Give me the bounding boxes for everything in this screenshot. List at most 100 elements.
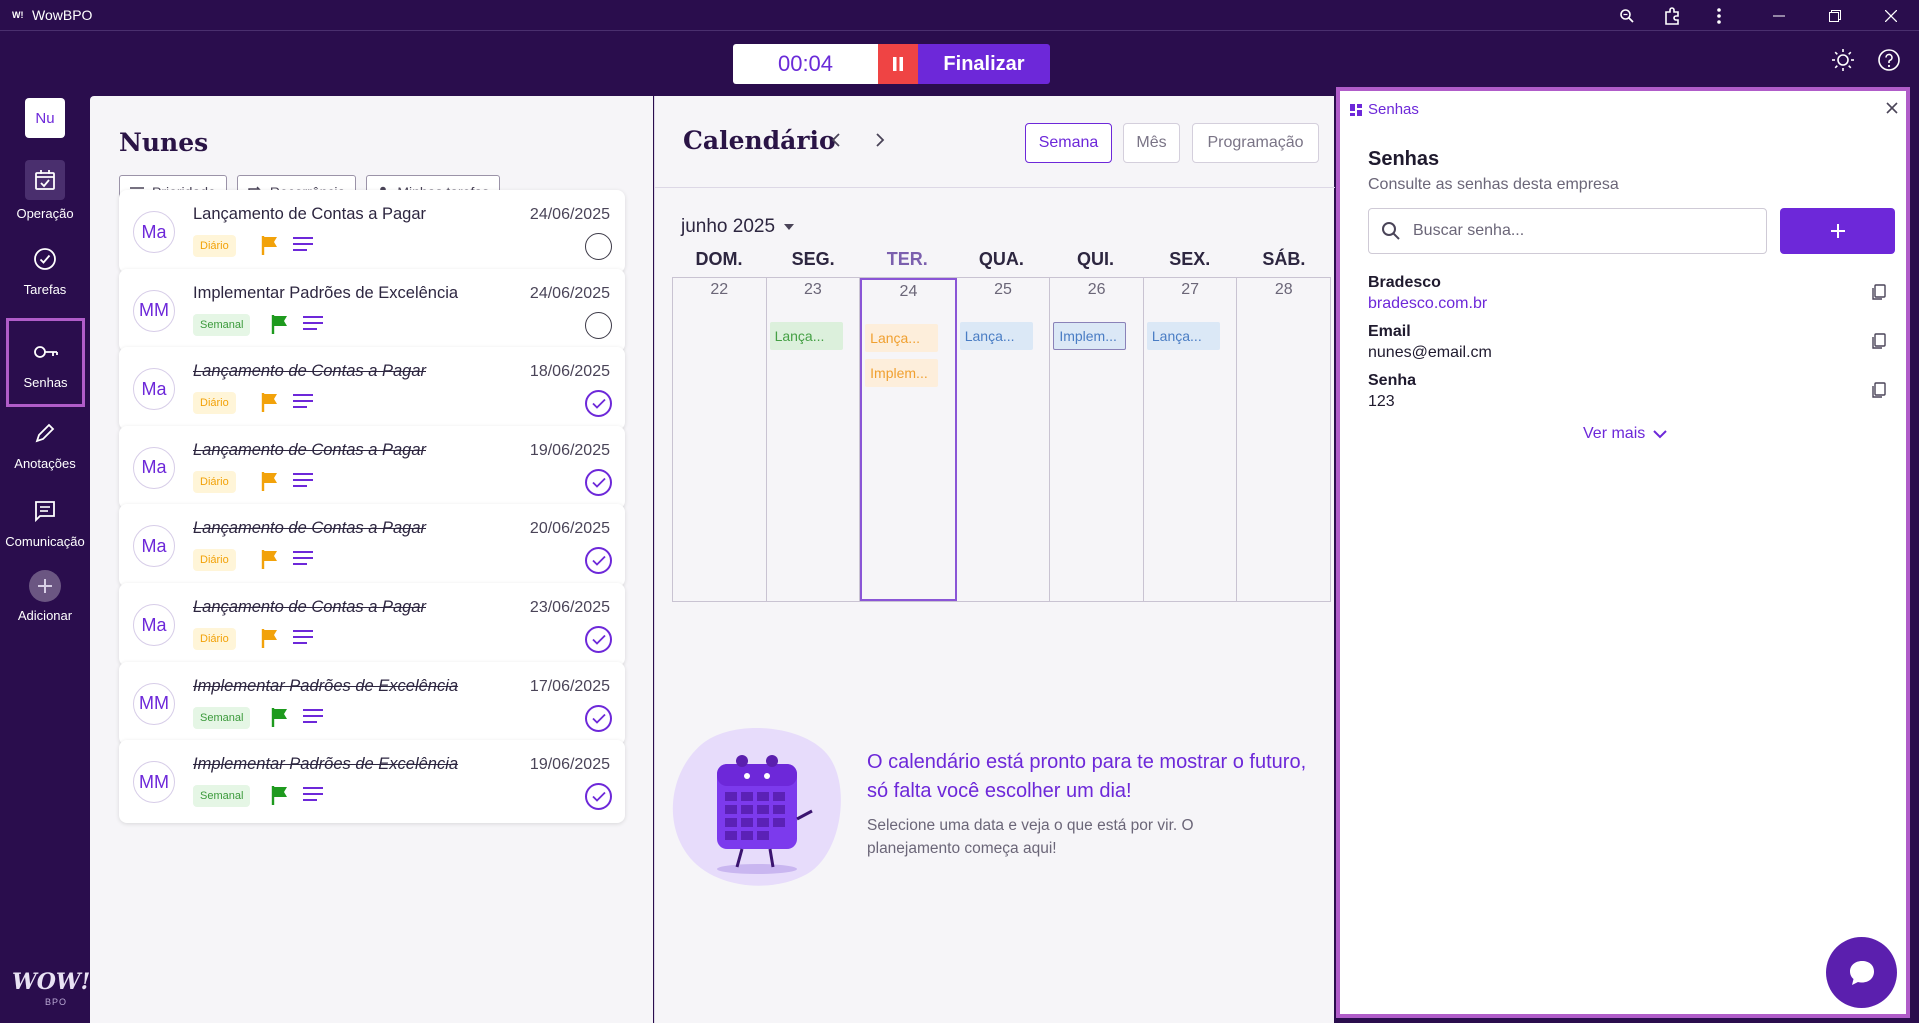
window-title: WowBPO: [32, 7, 93, 23]
chevron-left-icon[interactable]: [831, 132, 841, 153]
search-input[interactable]: [1413, 222, 1733, 240]
close-icon[interactable]: [1886, 101, 1898, 119]
day-cell[interactable]: 23 Lança...: [767, 278, 861, 601]
sidebar-item-tarefas[interactable]: Tarefas: [0, 242, 90, 297]
month-selector[interactable]: junho 2025: [681, 216, 795, 238]
month-label: junho 2025: [681, 216, 776, 237]
day-cell[interactable]: 24 Lança... Implem...: [860, 278, 957, 601]
task-card[interactable]: MM Implementar Padrões de Excelência 19/06…: [119, 740, 625, 824]
field-label: Email: [1368, 323, 1411, 340]
completed-check-icon[interactable]: [585, 547, 612, 575]
completed-check-icon[interactable]: [585, 704, 612, 732]
chevron-right-icon[interactable]: [875, 132, 885, 153]
completed-check-icon[interactable]: [585, 626, 612, 653]
chat-icon: [1849, 960, 1874, 985]
calendar-event[interactable]: Implem...: [1053, 322, 1127, 350]
day-cell[interactable]: 26 Implem...: [1050, 278, 1144, 601]
calendar-event[interactable]: Lança...: [1146, 322, 1220, 350]
assignee-avatar: Ma: [133, 211, 175, 253]
day-cell[interactable]: 25 Lança...: [957, 278, 1051, 601]
company-avatar[interactable]: Nu: [25, 98, 65, 138]
sidebar-item-label: Adicionar: [17, 608, 73, 623]
close-window-button[interactable]: [1863, 0, 1919, 31]
task-card[interactable]: Ma Lançamento de Contas a Pagar 23/06/2025…: [119, 583, 625, 666]
view-mes-button[interactable]: Mês: [1123, 123, 1180, 163]
more-vert-icon[interactable]: [1705, 2, 1733, 30]
recurrence-badge: Diário: [193, 549, 236, 572]
add-password-button[interactable]: [1780, 208, 1895, 254]
minimize-button[interactable]: [1751, 0, 1807, 31]
field-value[interactable]: bradesco.com.br: [1368, 295, 1488, 312]
task-date: 20/06/2025: [529, 520, 610, 538]
copy-icon[interactable]: [1872, 333, 1886, 354]
view-semana-button[interactable]: Semana: [1025, 123, 1112, 163]
copy-icon[interactable]: [1872, 382, 1886, 403]
senhas-tab[interactable]: Senhas: [1350, 101, 1419, 118]
calendar-event[interactable]: Implem...: [865, 359, 939, 387]
pause-button[interactable]: [878, 44, 918, 84]
brand-logo: WOW!: [12, 969, 91, 995]
caret-down-icon: [784, 223, 795, 230]
search-icon: [1382, 222, 1400, 240]
senhas-tab-label: Senhas: [1368, 101, 1419, 118]
calendar-event[interactable]: Lança...: [865, 324, 939, 352]
completed-check-icon[interactable]: [585, 783, 612, 811]
task-name: Lançamento de Contas a Pagar: [193, 440, 426, 459]
complete-task-toggle[interactable]: [585, 233, 612, 260]
ver-mais-link[interactable]: Ver mais: [1583, 425, 1667, 443]
sidebar-item-comunicacao[interactable]: Comunicação: [0, 494, 90, 549]
plus-icon: [1830, 224, 1845, 238]
calendar-panel: Calendário Semana Mês Programação junho …: [654, 96, 1335, 1023]
task-card[interactable]: MM Implementar Padrões de Excelência 17/06…: [119, 661, 625, 745]
description-icon: [303, 708, 323, 729]
help-icon[interactable]: [1877, 48, 1901, 77]
view-programacao-button[interactable]: Programação: [1192, 123, 1319, 163]
task-card[interactable]: Ma Lançamento de Contas a Pagar 20/06/2025…: [119, 504, 625, 588]
day-cell[interactable]: 27 Lança...: [1144, 278, 1238, 601]
finish-button[interactable]: Finalizar: [918, 44, 1050, 84]
day-number: 27: [1181, 281, 1200, 298]
task-name: Implementar Padrões de Excelência: [193, 755, 459, 774]
timer-display: 00:04: [733, 44, 878, 84]
dashboard-icon: [1350, 103, 1362, 116]
task-card[interactable]: Ma Lançamento de Contas a Pagar 19/06/2025…: [119, 425, 625, 509]
search-box: [1368, 208, 1767, 254]
sidebar-item-label: Anotações: [14, 456, 76, 471]
task-name: Lançamento de Contas a Pagar: [193, 205, 426, 223]
field-label: Senha: [1368, 372, 1417, 389]
day-number: 25: [994, 281, 1012, 298]
chevron-down-icon: [1653, 429, 1667, 438]
assignee-avatar: Ma: [133, 604, 175, 646]
sidebar-item-anotacoes[interactable]: Anotações: [0, 416, 90, 471]
task-card[interactable]: MM Implementar Padrões de Excelência 24/06…: [119, 268, 625, 352]
completed-check-icon[interactable]: [585, 390, 612, 418]
zoom-icon[interactable]: [1613, 2, 1641, 30]
message-icon: [33, 494, 57, 528]
recurrence-badge: Diário: [193, 392, 236, 415]
day-cell[interactable]: 28: [1237, 278, 1330, 601]
assignee-avatar: Ma: [133, 446, 175, 489]
task-card[interactable]: Ma Lançamento de Contas a Pagar 18/06/2025…: [119, 347, 625, 431]
sidebar-item-senhas[interactable]: Senhas: [6, 318, 85, 407]
calendar-check-icon: [25, 160, 65, 200]
calendar-event[interactable]: Lança...: [769, 322, 843, 350]
sidebar-item-adicionar[interactable]: Adicionar: [0, 570, 90, 623]
key-icon: [33, 335, 59, 369]
extension-icon[interactable]: [1659, 2, 1687, 30]
flag-icon: [271, 785, 289, 810]
weekday-header: SEX.: [1169, 249, 1211, 269]
assignee-avatar: Ma: [133, 525, 175, 568]
flag-icon: [261, 392, 279, 417]
sidebar-item-operacao[interactable]: Operação: [0, 160, 90, 221]
calendar-event[interactable]: Lança...: [959, 322, 1033, 350]
completed-check-icon[interactable]: [585, 468, 612, 496]
restore-button[interactable]: [1807, 0, 1863, 31]
chat-button[interactable]: [1826, 937, 1897, 1008]
task-card[interactable]: Ma Lançamento de Contas a Pagar 24/06/2025…: [119, 190, 625, 273]
senhas-subtitle: Consulte as senhas desta empresa: [1368, 176, 1619, 193]
complete-task-toggle[interactable]: [585, 311, 612, 339]
day-cell[interactable]: 22: [673, 278, 767, 601]
copy-icon[interactable]: [1872, 284, 1886, 305]
theme-toggle-icon[interactable]: [1831, 48, 1855, 77]
brand-sub: BPO: [45, 997, 68, 1007]
